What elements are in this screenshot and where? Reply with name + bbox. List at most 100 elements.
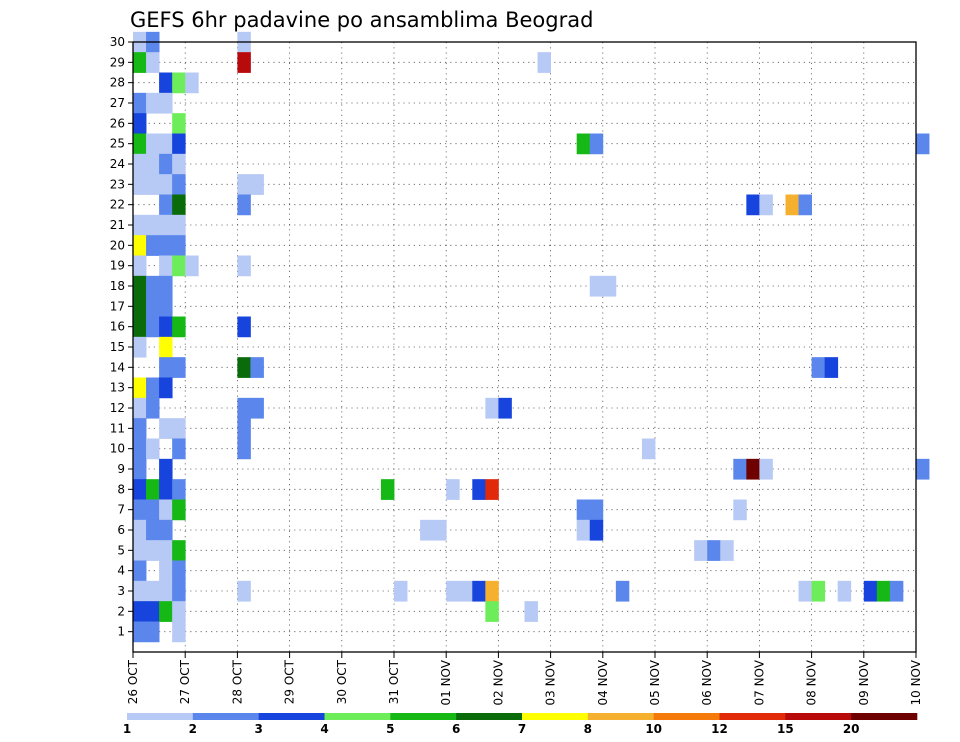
x-tick-label: 04 NOV <box>596 659 610 705</box>
heatmap-cell <box>133 113 147 134</box>
y-tick-label: 17 <box>110 299 125 313</box>
heatmap-cell <box>863 580 878 602</box>
heatmap-cell <box>146 397 160 419</box>
heatmap-cell <box>133 621 147 643</box>
heatmap-cell <box>250 357 264 378</box>
x-tick-label: 09 NOV <box>857 659 871 705</box>
heatmap-cell <box>237 255 251 277</box>
heatmap-cell <box>133 214 147 236</box>
heatmap-cell <box>146 275 160 297</box>
legend-swatch <box>587 713 654 720</box>
heatmap-cell <box>172 133 186 155</box>
heatmap-cell <box>459 580 473 602</box>
heatmap-cell <box>380 479 395 500</box>
heatmap-cell <box>916 458 930 480</box>
heatmap-cell <box>133 519 147 541</box>
heatmap-cell <box>237 580 251 602</box>
heatmap-cell <box>237 438 251 460</box>
heatmap-cell <box>159 601 173 622</box>
legend-label: 12 <box>711 722 728 736</box>
x-tick-label: 03 NOV <box>544 659 558 705</box>
heatmap-cell <box>172 153 186 175</box>
y-tick-label: 12 <box>110 401 125 415</box>
heatmap-cell <box>133 316 147 338</box>
y-tick-label: 27 <box>110 96 125 110</box>
x-tick-label: 26 OCT <box>126 659 140 704</box>
heatmap-cell <box>576 499 591 521</box>
heatmap-cell <box>133 479 147 500</box>
heatmap-cell <box>146 174 160 195</box>
heatmap-cell <box>811 357 826 378</box>
heatmap-cell <box>133 560 147 582</box>
heatmap-cell <box>146 499 160 521</box>
heatmap-cell <box>172 113 186 134</box>
legend-label: 7 <box>518 722 526 736</box>
y-tick-label: 28 <box>110 76 125 90</box>
heatmap-cell <box>159 275 173 297</box>
y-tick-label: 8 <box>117 482 125 496</box>
heatmap-cell <box>133 255 147 277</box>
heatmap-cell <box>146 438 160 460</box>
heatmap-cell <box>146 296 160 317</box>
y-tick-label: 25 <box>110 137 125 151</box>
heatmap-cell <box>159 519 173 541</box>
heatmap-cell <box>146 519 160 541</box>
heatmap-cell <box>746 194 760 216</box>
heatmap-cell <box>172 174 186 195</box>
heatmap-cell <box>133 235 147 256</box>
heatmap-cell <box>785 194 799 216</box>
y-tick-label: 1 <box>117 625 125 639</box>
heatmap-cell <box>159 499 173 521</box>
heatmap-cell <box>146 214 160 236</box>
heatmap-cell <box>537 52 551 73</box>
y-tick-label: 2 <box>117 604 125 618</box>
y-tick-label: 20 <box>110 238 125 252</box>
heatmap-cell <box>172 499 186 521</box>
legend-label: 4 <box>320 722 328 736</box>
heatmap-cell <box>159 235 173 256</box>
heatmap-cell <box>159 418 173 439</box>
y-tick-label: 26 <box>110 116 125 130</box>
heatmap-cell <box>159 377 173 399</box>
legend-swatch <box>653 713 720 720</box>
y-tick-label: 19 <box>110 259 125 273</box>
legend-label: 15 <box>777 722 794 736</box>
heatmap-cell <box>394 580 408 602</box>
heatmap-cell <box>146 316 160 338</box>
heatmap-cell <box>133 336 147 358</box>
legend-swatch <box>851 713 918 720</box>
y-tick-label: 6 <box>117 523 125 537</box>
heatmap-cell <box>172 255 186 277</box>
heatmap-cell <box>133 499 147 521</box>
y-tick-label: 30 <box>110 35 125 49</box>
x-tick-label: 27 OCT <box>178 659 192 704</box>
heatmap-cell <box>485 397 499 419</box>
grid-lines <box>133 41 916 652</box>
heatmap-cell <box>433 519 447 541</box>
heatmap-cell <box>694 540 708 561</box>
y-tick-label: 15 <box>110 340 125 354</box>
heatmap-cell <box>133 174 147 195</box>
x-tick-label: 28 OCT <box>230 659 244 704</box>
heatmap-cell <box>524 601 538 622</box>
y-tick-label: 7 <box>117 503 125 517</box>
legend-swatch <box>127 713 194 720</box>
heatmap-cells <box>133 31 930 643</box>
plot-frame <box>132 41 917 653</box>
x-tick-label: 07 NOV <box>752 659 766 705</box>
heatmap-cell <box>824 357 839 378</box>
y-tick-label: 22 <box>110 198 125 212</box>
heatmap-cell <box>759 458 773 480</box>
y-tick-label: 4 <box>117 564 125 578</box>
heatmap-cell <box>172 72 186 94</box>
heatmap-cell <box>159 580 173 602</box>
heatmap-cell <box>159 316 173 338</box>
heatmap-cell <box>798 580 812 602</box>
x-tick-label: 31 OCT <box>387 659 401 704</box>
heatmap-cell <box>576 133 591 155</box>
legend-label: 2 <box>189 722 197 736</box>
x-tick-label: 08 NOV <box>805 659 819 705</box>
heatmap-cell <box>707 540 721 561</box>
heatmap-cell <box>811 580 826 602</box>
heatmap-cell <box>172 357 186 378</box>
